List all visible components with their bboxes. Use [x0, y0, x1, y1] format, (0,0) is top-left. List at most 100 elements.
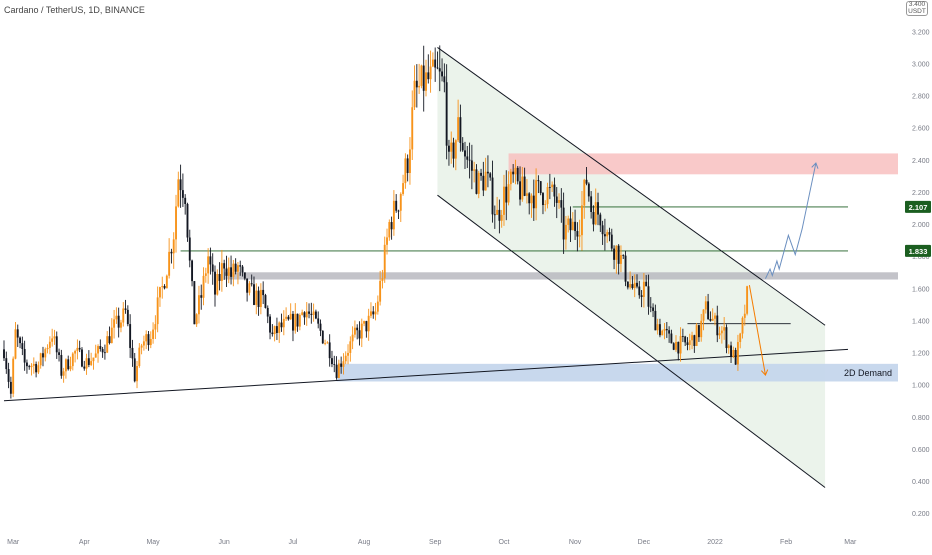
axes-layer: 3.200 3.000 2.800 2.600 2.400 2.200 2.000 1.800…	[7, 29, 931, 546]
currency-badge[interactable]: 3.400 USDT	[906, 1, 928, 16]
candle-body	[402, 183, 405, 194]
candle-body	[450, 142, 453, 152]
candle-body	[523, 176, 526, 196]
candle-body	[140, 345, 143, 348]
candle-body	[670, 333, 673, 344]
candle-body	[624, 255, 627, 282]
candle-body	[200, 295, 203, 298]
bullish-path-arrowhead	[811, 162, 819, 169]
candle-body	[97, 346, 99, 354]
price-label: 2.107	[909, 203, 928, 212]
candle-body	[654, 310, 657, 331]
candle-body	[574, 221, 577, 232]
y-tick-label: 2.400	[912, 158, 930, 165]
candle-body	[246, 278, 249, 293]
candle-body	[365, 321, 368, 332]
candle-body	[558, 200, 560, 203]
candle-body	[693, 335, 696, 346]
candle-body	[328, 342, 331, 359]
candle-body	[397, 210, 400, 212]
candle-body	[81, 349, 83, 367]
candle-body	[697, 325, 700, 338]
candle-body	[172, 239, 175, 254]
y-tick-label: 1.800	[912, 254, 930, 261]
candle-body	[594, 202, 597, 225]
candle-body	[613, 248, 616, 260]
x-tick-label: Nov	[569, 539, 582, 546]
candle-body	[656, 324, 659, 331]
candle-body	[23, 348, 26, 363]
candle-body	[103, 352, 106, 354]
candle-body	[404, 158, 407, 184]
candle-body	[521, 176, 524, 200]
candle-body	[340, 363, 343, 367]
candle-body	[720, 330, 723, 334]
candle-body	[700, 320, 703, 338]
candle-body	[35, 363, 38, 373]
candle-body	[204, 273, 207, 276]
candle-body	[608, 232, 611, 235]
x-tick-label: Sep	[429, 539, 442, 546]
candle-body	[441, 71, 444, 77]
candle-body	[12, 358, 15, 394]
candle-body	[85, 358, 88, 369]
candle-body	[714, 315, 716, 319]
candle-body	[129, 324, 132, 348]
candle-body	[587, 183, 590, 197]
x-tick-label: Mar	[7, 539, 20, 546]
x-tick-label: 2022	[707, 539, 723, 546]
candle-body	[503, 186, 505, 215]
candle-body	[353, 327, 356, 335]
candle-body	[154, 324, 157, 330]
candle-body	[74, 350, 77, 354]
projections-layer	[748, 162, 819, 376]
candle-body	[486, 171, 489, 174]
candle-body	[184, 197, 187, 204]
candle-body	[475, 169, 478, 194]
candle-body	[702, 309, 705, 321]
bullish-path	[764, 162, 817, 279]
candle-body	[122, 308, 125, 323]
candle-body	[351, 334, 354, 342]
candle-body	[677, 341, 680, 354]
candle-body	[615, 245, 618, 260]
candle-body	[195, 314, 198, 325]
candle-body	[707, 301, 710, 319]
candle-body	[461, 142, 464, 151]
candle-body	[87, 358, 90, 365]
candle-body	[55, 336, 58, 353]
candle-body	[445, 82, 448, 146]
candle-body	[280, 322, 283, 328]
candle-body	[431, 59, 434, 67]
candle-body	[5, 358, 8, 370]
y-tick-label: 1.600	[912, 286, 930, 293]
candle-body	[152, 329, 155, 339]
candle-body	[227, 267, 230, 276]
candle-body	[133, 358, 136, 382]
candle-body	[734, 349, 737, 365]
candle-body	[156, 297, 159, 325]
candle-body	[232, 263, 235, 277]
candle-body	[436, 67, 439, 69]
candle-body	[679, 336, 682, 354]
candle-body	[223, 263, 226, 269]
candle-body	[725, 327, 728, 349]
candle-body	[514, 167, 517, 175]
candle-body	[51, 338, 54, 342]
candle-body	[528, 193, 531, 204]
candle-body	[278, 322, 281, 333]
y-tick-label: 2.800	[912, 94, 930, 101]
y-tick-label: 0.600	[912, 447, 930, 454]
candle-body	[512, 171, 515, 175]
candle-body	[243, 272, 246, 279]
candle-body	[578, 235, 581, 237]
candle-body	[356, 327, 359, 331]
candle-body	[136, 366, 138, 382]
demand-zone	[336, 363, 898, 382]
candle-body	[301, 312, 304, 315]
candle-body	[500, 214, 503, 221]
candle-body	[303, 312, 306, 318]
x-tick-label: Dec	[638, 539, 651, 546]
